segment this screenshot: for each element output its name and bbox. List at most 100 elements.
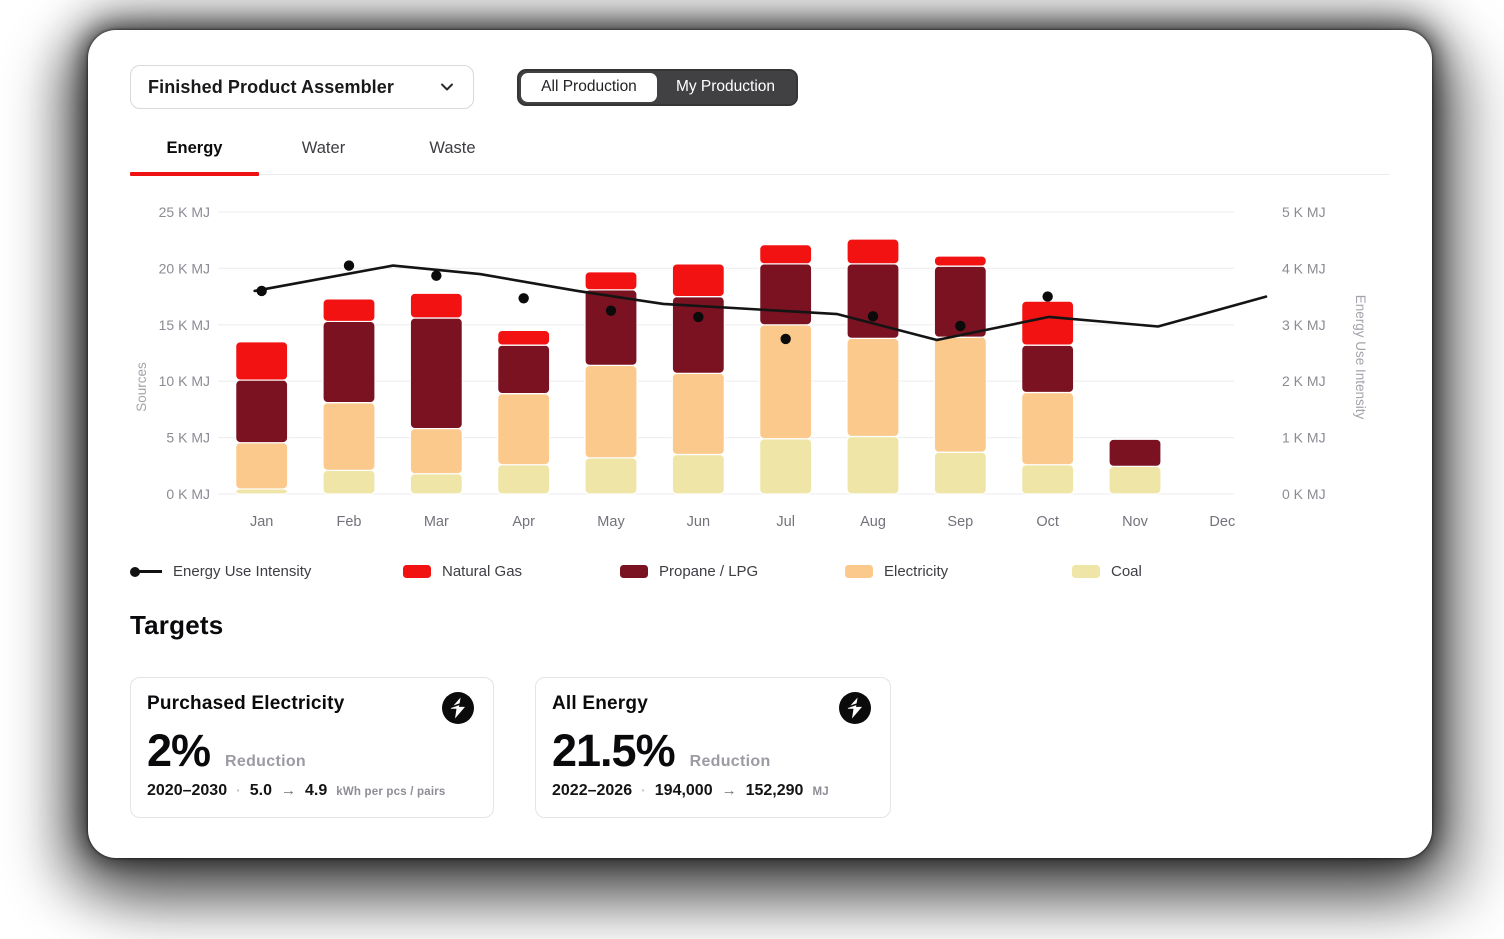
dot-separator: · [236, 782, 241, 799]
bar-segment-propane-lpg [1108, 438, 1162, 467]
bar-segment-coal [1021, 464, 1075, 495]
tab-energy[interactable]: Energy [130, 129, 259, 176]
intensity-dot [343, 260, 355, 271]
target-from-value: 194,000 [654, 782, 713, 800]
legend-label: Coal [1111, 563, 1142, 580]
tab-waste[interactable]: Waste [429, 139, 476, 157]
target-from-value: 5.0 [249, 782, 273, 800]
dashboard-card: Finished Product Assembler All Productio… [88, 30, 1432, 858]
legend-item-natural-gas: Natural Gas [403, 563, 620, 580]
target-card-all-energy[interactable]: All Energy 21.5% Reduction 2022–2026 · 1… [535, 677, 891, 818]
legend-label: Electricity [884, 563, 949, 580]
bar-segment-propane-lpg [235, 379, 289, 444]
bar-segment-electricity [409, 427, 463, 475]
right-axis-tick: 1 K MJ [1282, 430, 1326, 446]
bar-segment-natural-gas [933, 255, 987, 267]
left-axis-tick: 20 K MJ [159, 260, 210, 276]
production-toggle: All Production My Production [517, 68, 798, 106]
arrow-right-icon: → [281, 782, 297, 800]
target-card-top: All Energy [552, 692, 872, 725]
bar-segment-coal [671, 453, 725, 495]
target-card-top: Purchased Electricity [147, 691, 475, 725]
chevron-down-icon [438, 78, 456, 96]
legend-label: Natural Gas [442, 563, 523, 580]
assembler-dropdown-label: Finished Product Assembler [148, 76, 394, 97]
target-unit: kWh per pcs / pairs [336, 786, 446, 799]
assembler-dropdown[interactable]: Finished Product Assembler [130, 65, 474, 109]
bar-segment-natural-gas [759, 244, 813, 265]
bar-segment-natural-gas [497, 329, 551, 346]
month-label: Apr [512, 514, 535, 530]
intensity-dot [1042, 291, 1053, 302]
legend-label: Energy Use Intensity [173, 563, 312, 580]
left-axis-title: Sources [134, 362, 149, 412]
target-card-purchased-electricity[interactable]: Purchased Electricity 2% Reduction 2020–… [130, 677, 494, 818]
toggle-my-production[interactable]: My Production [657, 73, 794, 102]
month-label: Feb [337, 514, 362, 530]
bar-segment-natural-gas [846, 238, 900, 265]
right-axis-tick: 2 K MJ [1282, 373, 1326, 389]
legend-label: Propane / LPG [659, 563, 759, 580]
bar-segment-natural-gas [322, 298, 376, 323]
intensity-dot [955, 320, 966, 332]
bar-segment-coal [409, 473, 463, 495]
target-percent-row: 21.5% Reduction [552, 725, 872, 776]
left-axis-tick: 0 K MJ [166, 486, 210, 502]
bar-segment-coal [1108, 465, 1162, 495]
bolt-icon [441, 691, 475, 725]
month-label: Nov [1122, 514, 1149, 530]
target-unit: MJ [812, 786, 829, 799]
bar-segment-coal [322, 469, 376, 495]
toggle-all-production[interactable]: All Production [521, 72, 657, 102]
intensity-dot [780, 333, 791, 345]
target-to-value: 152,290 [745, 782, 804, 800]
right-axis-title: Energy Use Intensity [1353, 295, 1368, 420]
propane-lpg-swatch [620, 565, 648, 578]
target-period: 2022–2026 [552, 782, 633, 800]
legend-item-propane-lpg: Propane / LPG [620, 563, 845, 580]
intensity-line [253, 264, 1268, 342]
energy-chart-svg: 0 K MJ 5 K MJ 10 K MJ 15 K MJ 20 K MJ 25 K MJ… [134, 204, 1368, 530]
bar-segment-electricity [322, 402, 376, 471]
left-axis-tick: 10 K MJ [159, 373, 210, 389]
right-axis-tick: 4 K MJ [1282, 260, 1326, 276]
legend-item-coal: Coal [1072, 563, 1390, 580]
bar-segment-coal [584, 457, 638, 495]
target-percent-row: 2% Reduction [147, 725, 475, 776]
tab-water[interactable]: Water [301, 139, 346, 157]
bar-segment-natural-gas [671, 263, 725, 298]
bar-segment-coal [497, 464, 551, 495]
bar-segment-electricity [933, 336, 987, 453]
month-label: Mar [424, 514, 449, 530]
intensity-dot [256, 285, 267, 297]
natural-gas-swatch [403, 565, 431, 578]
bar-segment-electricity [497, 393, 551, 466]
targets-heading: Targets [130, 610, 224, 640]
left-axis-tick: 25 K MJ [159, 204, 210, 220]
arrow-right-icon: → [721, 782, 737, 800]
bar-segment-coal [846, 435, 900, 495]
coal-swatch [1072, 565, 1100, 578]
bar-segment-propane-lpg [322, 320, 376, 404]
target-card-title: All Energy [552, 693, 648, 714]
bar-segment-natural-gas [235, 341, 289, 381]
bar-segment-natural-gas [409, 292, 463, 319]
intensity-dot [605, 305, 617, 316]
month-label: Jan [250, 514, 273, 530]
target-percent: 2% [147, 725, 211, 776]
targets-cards-row: Purchased Electricity 2% Reduction 2020–… [130, 677, 1390, 818]
month-label: Sep [947, 514, 973, 530]
target-period: 2020–2030 [147, 782, 228, 800]
month-label: Aug [860, 514, 886, 530]
right-axis-tick: 5 K MJ [1282, 204, 1326, 220]
bar-segment-coal [933, 451, 987, 495]
bar-segment-electricity [235, 442, 289, 490]
month-label: Dec [1209, 514, 1235, 530]
right-axis-tick: 0 K MJ [1282, 486, 1326, 502]
bar-segment-propane-lpg [1021, 344, 1075, 394]
target-percent: 21.5% [552, 725, 676, 776]
energy-chart: 0 K MJ 5 K MJ 10 K MJ 15 K MJ 20 K MJ 25 K MJ… [132, 199, 1372, 551]
month-label: May [597, 514, 625, 530]
legend-item-electricity: Electricity [845, 563, 1072, 580]
bar-segment-propane-lpg [584, 289, 638, 367]
